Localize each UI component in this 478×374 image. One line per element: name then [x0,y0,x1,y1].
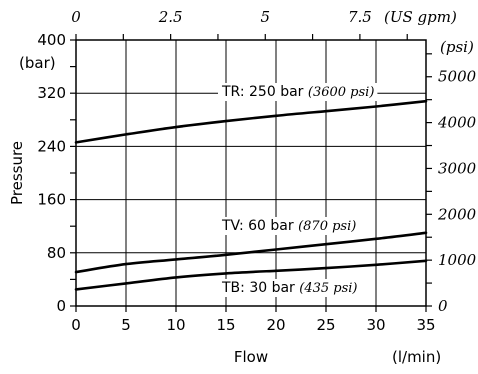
x-tick-label: 15 [216,316,235,334]
series-label-tv: TV: 60 bar (870 psi) [221,218,356,234]
tick-marks [70,34,432,312]
y-right-tick-label: 2000 [437,205,477,223]
y-axis-title: Pressure [8,141,26,205]
x-top-tick-labels: 0 2.5 5 7.5 [71,8,372,26]
x-axis-unit: (l/min) [392,348,441,366]
x-tick-label: 10 [166,316,185,334]
series-label-tb: TB: 30 bar (435 psi) [221,280,358,296]
x-top-tick-label: 7.5 [348,8,372,26]
y-left-tick-labels: 0 80 160 240 320 400 [37,31,66,315]
x-axis-title: Flow [234,348,268,366]
x-tick-label: 30 [366,316,385,334]
x-top-tick-label: 5 [260,8,270,26]
y-right-tick-label: 4000 [437,114,477,132]
label-background [218,279,361,297]
y-right-tick-label: 3000 [438,159,477,177]
x-tick-label: 35 [416,316,435,334]
y-left-tick-label: 400 [37,31,66,49]
y-left-tick-label: 80 [47,244,66,262]
y-right-unit: (psi) [440,38,474,56]
series-line-tv [74,231,428,274]
y-right-tick-label: 0 [438,297,448,315]
label-background [218,217,360,235]
series-line-tr [74,99,428,144]
y-left-tick-label: 240 [37,137,66,155]
label-background [218,83,378,101]
y-left-tick-label: 0 [56,297,66,315]
x-tick-label: 0 [71,316,81,334]
x-tick-label: 20 [266,316,285,334]
x-top-tick-label: 2.5 [158,8,183,26]
x-top-unit: (US gpm) [384,8,457,26]
x-tick-label: 25 [316,316,335,334]
series-line-tb [74,259,428,291]
y-right-tick-label: 1000 [438,251,477,269]
x-tick-labels: 0 5 10 15 20 25 30 35 [71,316,435,334]
y-left-tick-label: 160 [37,191,66,209]
y-right-tick-labels: 0 1000 2000 3000 4000 5000 [437,68,477,315]
series-label-tr: TR: 250 bar (3600 psi) [221,84,374,100]
x-tick-label: 5 [121,316,131,334]
x-top-tick-label: 0 [71,8,81,26]
y-left-tick-label: 320 [37,84,66,102]
y-right-tick-label: 5000 [438,68,477,86]
series-lines [74,99,428,291]
y-left-unit: (bar) [19,54,56,72]
